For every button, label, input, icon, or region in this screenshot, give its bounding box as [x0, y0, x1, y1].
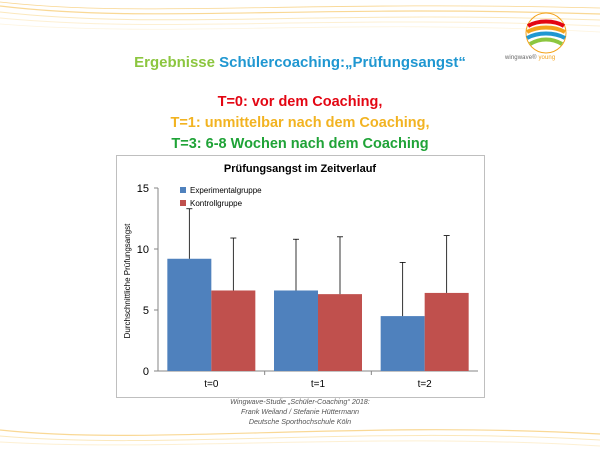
footer-line-2: Frank Weiland / Stefanie Hüttermann: [240, 407, 360, 416]
footer-line-3: Deutsche Sporthochschule Köln: [248, 417, 352, 426]
wingwave-logo-icon: [525, 12, 567, 54]
x-tick-label: t=0: [204, 379, 219, 390]
bar-chart: Prüfungsangst im Zeitverlauf Durchschnit…: [123, 163, 478, 390]
logo-brand: wingwave: [505, 55, 533, 61]
y-tick-label: 10: [137, 244, 149, 256]
x-tick-label: t=1: [311, 379, 326, 390]
title-part-1: Ergebnisse: [134, 54, 215, 71]
plot-area: 0 5 10 15 t=0 t=1 t=2 Experimentalgruppe Kontrol…: [137, 183, 478, 390]
subtitle-t0: T=0: vor dem Coaching,: [217, 94, 383, 110]
y-tick-label: 15: [137, 183, 149, 195]
title-part-2: Schülercoaching:: [219, 54, 346, 71]
chart-container: Prüfungsangst im Zeitverlauf Durchschnit…: [116, 155, 485, 398]
bar-experimentalgruppe-t=0: [167, 258, 212, 371]
page-title: Ergebnisse Schülercoaching:„Prüfungsangs…: [0, 54, 600, 71]
subtitle-t3: T=3: 6-8 Wochen nach dem Coaching: [171, 136, 429, 152]
bar-kontrollgruppe-t=2: [424, 292, 469, 371]
legend-label-2: Kontrollgruppe: [190, 199, 243, 208]
bar-kontrollgruppe-t=1: [318, 294, 362, 371]
bar-experimentalgruppe-t=1: [274, 290, 318, 371]
legend-swatch-1: [180, 187, 186, 193]
logo-brand-young: young: [538, 55, 556, 61]
legend-swatch-2: [180, 200, 186, 206]
footer-line-1: Wingwave-Studie „Schüler-Coaching“ 2018:: [230, 397, 370, 406]
y-tick-label: 5: [143, 305, 149, 317]
x-tick-label: t=2: [418, 379, 433, 390]
y-axis-label: Durchschnittliche Prüfungsangst: [123, 223, 132, 339]
bar-kontrollgruppe-t=0: [211, 290, 256, 371]
y-tick-label: 0: [143, 366, 149, 378]
footer-citation: Wingwave-Studie „Schüler-Coaching“ 2018:…: [0, 397, 600, 427]
bar-experimentalgruppe-t=2: [380, 316, 425, 371]
logo-wordmark: wingwave® young: [505, 55, 556, 61]
legend-label-1: Experimentalgruppe: [190, 186, 262, 195]
title-part-3: „Prüfungsangst“: [345, 54, 466, 71]
chart-title: Prüfungsangst im Zeitverlauf: [224, 163, 377, 175]
subtitle-t1: T=1: unmittelbar nach dem Coaching,: [170, 115, 430, 131]
